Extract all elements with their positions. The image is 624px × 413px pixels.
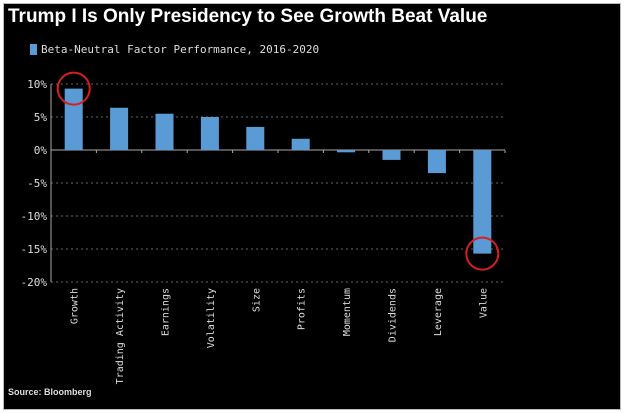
y-tick-label: -10% xyxy=(21,210,48,223)
bar-earnings xyxy=(155,113,174,150)
bar-dividends xyxy=(382,150,401,160)
y-tick-label: 10% xyxy=(27,78,47,91)
bar-leverage xyxy=(427,150,446,174)
y-tick-label: -15% xyxy=(21,243,48,256)
x-tick-label: Earnings xyxy=(161,288,172,336)
x-tick-label: Trading Activity xyxy=(115,288,126,384)
y-tick-label: 0% xyxy=(34,144,48,157)
x-tick-label: Growth xyxy=(70,288,81,324)
x-tick-label: Momentum xyxy=(342,288,353,336)
legend-swatch xyxy=(30,44,37,55)
y-tick-label: -20% xyxy=(21,276,48,289)
x-tick-label: Value xyxy=(478,288,489,318)
x-tick-label: Profits xyxy=(297,288,308,330)
bar-profits xyxy=(291,138,310,150)
x-tick-label: Dividends xyxy=(388,288,399,342)
bar-volatility xyxy=(200,117,219,150)
highlight-circle xyxy=(56,71,91,106)
y-tick-label: -5% xyxy=(27,177,47,190)
bar-size xyxy=(246,126,265,150)
x-tick-label: Volatility xyxy=(206,288,217,348)
y-tick-label: 5% xyxy=(34,111,48,124)
legend-label: Beta-Neutral Factor Performance, 2016-20… xyxy=(41,43,320,56)
chart-frame xyxy=(3,3,621,410)
bar-growth xyxy=(64,88,83,150)
bar-trading-activity xyxy=(110,107,129,150)
bar-value xyxy=(473,150,492,254)
highlight-circle xyxy=(465,236,500,271)
source-note: Source: Bloomberg xyxy=(8,387,92,397)
legend: Beta-Neutral Factor Performance, 2016-20… xyxy=(30,43,319,56)
x-tick-label: Size xyxy=(251,288,262,312)
chart-title: Trump I Is Only Presidency to See Growth… xyxy=(8,6,488,27)
bar-momentum xyxy=(337,150,356,153)
x-tick-label: Leverage xyxy=(433,288,444,336)
